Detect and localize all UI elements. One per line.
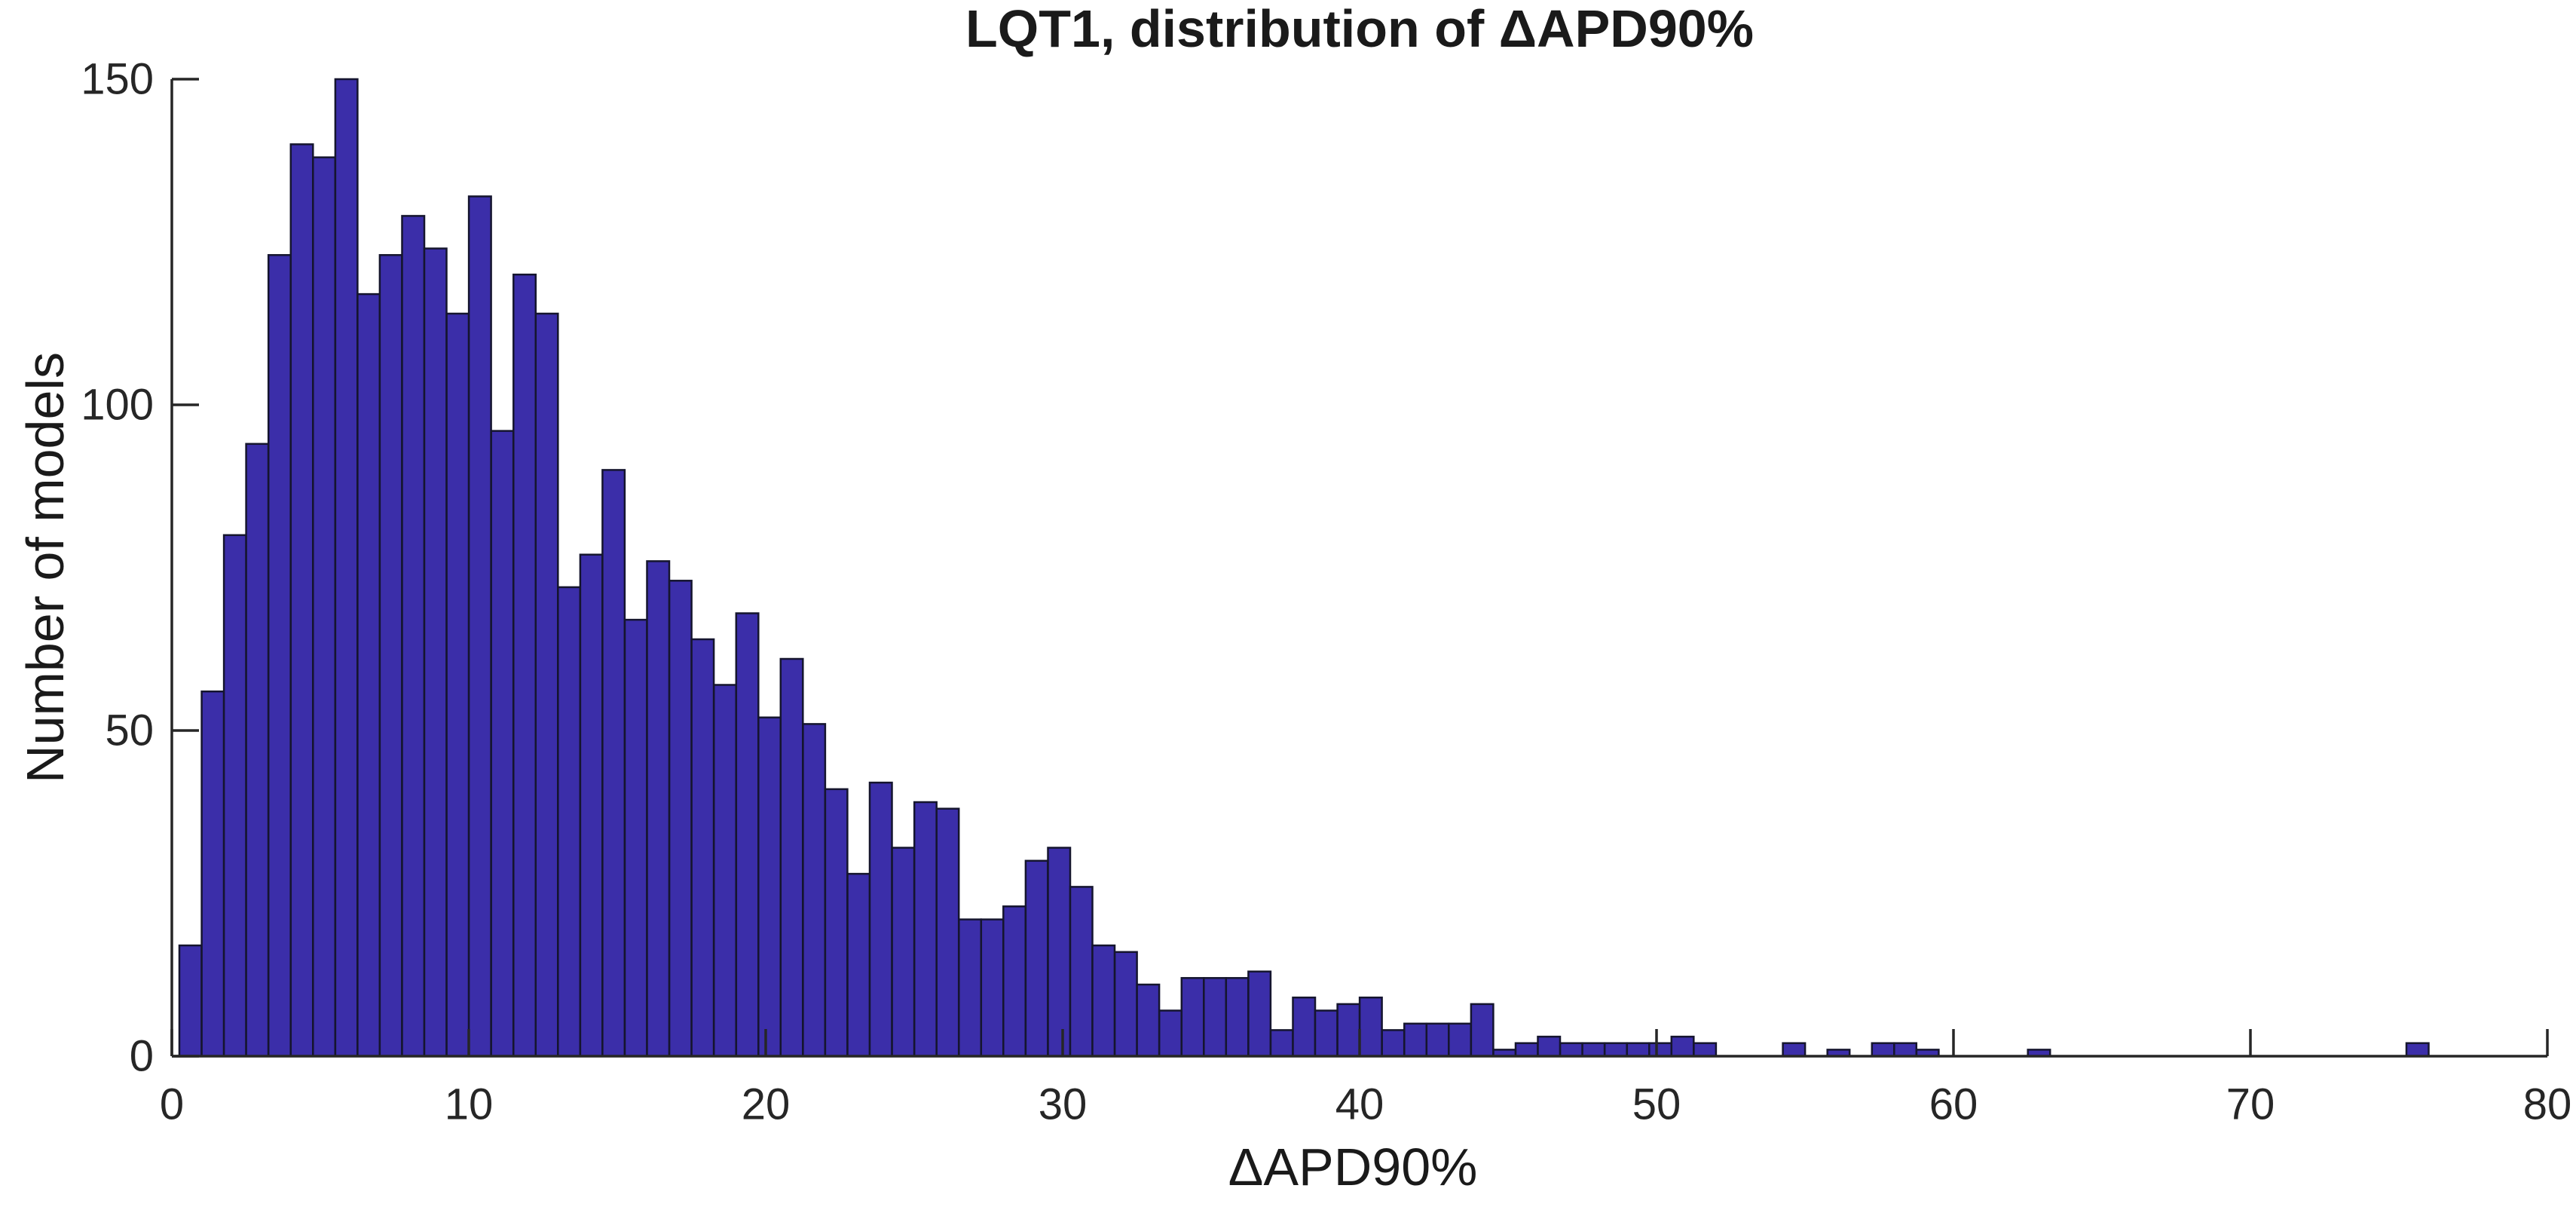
x-axis-label: ΔAPD90% [1228, 1138, 1478, 1196]
histogram-bar [846, 872, 871, 1058]
histogram-bar [1314, 1009, 1338, 1058]
histogram-bar [1269, 1029, 1294, 1058]
histogram-bar [1136, 983, 1161, 1058]
histogram-bar [1225, 977, 1250, 1058]
histogram-bar [557, 586, 582, 1058]
histogram-bar [1158, 1009, 1182, 1058]
y-tick-label: 100 [81, 380, 154, 430]
y-tick-label: 50 [105, 706, 154, 755]
histogram-bar [245, 443, 270, 1058]
histogram-bar [802, 723, 827, 1058]
y-tick-label: 0 [129, 1031, 154, 1081]
x-tick-label: 0 [159, 1080, 185, 1129]
histogram-bar [868, 781, 893, 1058]
histogram-bar [579, 553, 604, 1058]
histogram-bar [401, 215, 426, 1058]
histogram-bar [423, 247, 448, 1058]
histogram-bar [534, 312, 559, 1058]
histogram-bar [1113, 951, 1138, 1058]
histogram-bar [467, 195, 492, 1058]
histogram-bar [490, 430, 515, 1058]
histogram-bar [1470, 1003, 1495, 1058]
histogram-bar [312, 156, 337, 1058]
histogram-bar [1626, 1042, 1651, 1058]
x-tick-label: 20 [741, 1080, 791, 1129]
histogram-bar [779, 657, 804, 1058]
histogram-bar [1247, 970, 1272, 1058]
histogram-bar [891, 847, 916, 1058]
histogram-bar [1559, 1042, 1583, 1058]
histogram-bar [289, 143, 314, 1058]
histogram-bar [1603, 1042, 1628, 1058]
histogram-bar [1047, 847, 1072, 1058]
x-tick-label: 30 [1038, 1080, 1088, 1129]
histogram-bar [1002, 905, 1027, 1058]
histogram-bar [824, 788, 849, 1058]
histogram-bar [1203, 977, 1228, 1058]
histogram-bar [1180, 977, 1205, 1058]
histogram-bar [690, 638, 715, 1058]
histogram-bar [1292, 996, 1317, 1058]
histogram-bar [1403, 1022, 1428, 1058]
histogram-bar [1381, 1029, 1406, 1058]
histogram-bar [445, 312, 470, 1058]
histogram-bar [1693, 1042, 1718, 1058]
histogram-bar [1425, 1022, 1450, 1058]
histogram-bar [512, 273, 537, 1058]
histogram-bar [1670, 1035, 1695, 1058]
histogram-bar [646, 560, 671, 1058]
y-axis-label: Number of models [16, 352, 75, 783]
histogram-bar [757, 716, 782, 1058]
y-tick-label: 150 [81, 54, 154, 104]
histogram-bar [2405, 1042, 2430, 1058]
histogram-bar [623, 618, 648, 1058]
histogram-bar [1358, 996, 1383, 1058]
x-tick-label: 40 [1335, 1080, 1384, 1129]
histogram-bar [601, 469, 626, 1058]
x-tick-label: 10 [444, 1080, 494, 1129]
histogram-bar [1514, 1042, 1539, 1058]
histogram-bar [1871, 1042, 1895, 1058]
histogram-bar [1448, 1022, 1473, 1058]
histogram-bar [1091, 944, 1116, 1058]
histogram-bar [935, 807, 960, 1058]
x-tick-label: 80 [2522, 1080, 2572, 1129]
histogram-bar [958, 918, 983, 1058]
histogram-bar [668, 580, 693, 1058]
histogram-bar [1893, 1042, 1918, 1058]
histogram-bar [356, 293, 381, 1058]
histogram-bar [267, 254, 292, 1058]
x-tick-label: 60 [1929, 1080, 1978, 1129]
histogram-bar [980, 918, 1005, 1058]
histogram-bar [1336, 1003, 1361, 1058]
histogram-bar [1537, 1035, 1562, 1058]
histogram-bar [178, 944, 203, 1058]
histogram-bar [378, 254, 403, 1058]
histogram-bar [200, 690, 225, 1058]
x-tick-label: 50 [1632, 1080, 1681, 1129]
histogram-bar [1648, 1042, 1673, 1058]
histogram-bar [1024, 859, 1049, 1058]
histogram-bar [334, 78, 359, 1058]
histogram-bar [222, 534, 247, 1058]
histogram-bar [1069, 886, 1094, 1058]
chart-title: LQT1, distribution of ΔAPD90% [965, 0, 1754, 58]
histogram-bar [1581, 1042, 1606, 1058]
histogram-bar [735, 612, 760, 1058]
histogram-bar [712, 684, 737, 1058]
x-tick-label: 70 [2226, 1080, 2275, 1129]
histogram-bar [1782, 1042, 1807, 1058]
histogram-bar [913, 801, 938, 1058]
